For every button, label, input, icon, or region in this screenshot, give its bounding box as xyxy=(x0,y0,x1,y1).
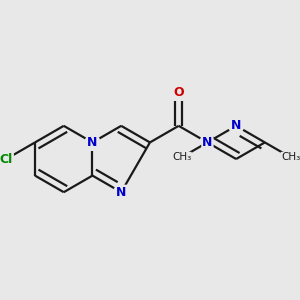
Text: N: N xyxy=(231,119,241,132)
Text: N: N xyxy=(87,136,98,149)
Text: N: N xyxy=(202,136,213,149)
Text: N: N xyxy=(116,186,126,199)
Text: CH₃: CH₃ xyxy=(281,152,300,162)
Text: CH₃: CH₃ xyxy=(172,152,191,162)
Text: Cl: Cl xyxy=(0,152,13,166)
Text: O: O xyxy=(173,86,184,99)
